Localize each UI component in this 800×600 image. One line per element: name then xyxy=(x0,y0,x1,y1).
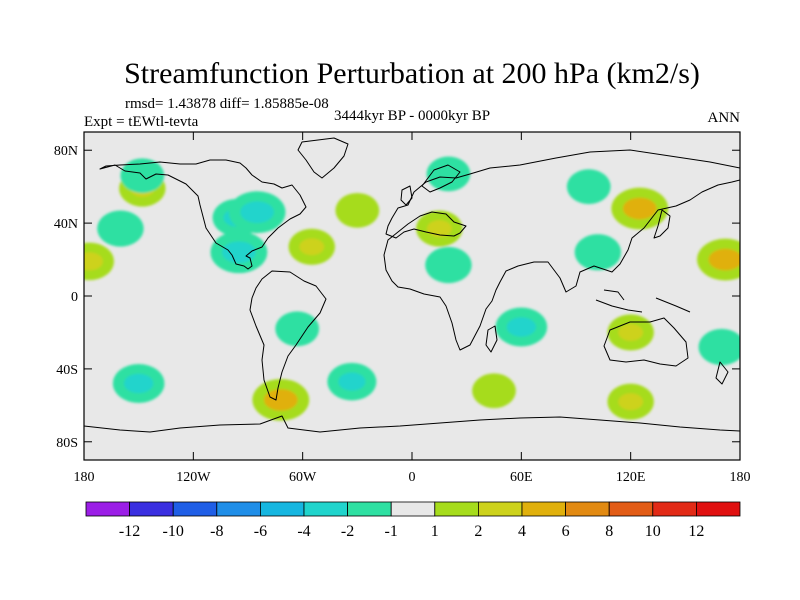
coastline-afro-eurasia xyxy=(383,149,740,351)
contour-core-17 xyxy=(618,324,644,341)
colorbar-swatch-0 xyxy=(85,501,130,517)
coastline-new-zealand xyxy=(715,361,729,385)
lat-tick-label-1: 40N xyxy=(54,217,78,232)
contour-core-5 xyxy=(108,220,133,237)
colorbar-label-11: 8 xyxy=(605,523,613,540)
contour-peak-4 xyxy=(228,245,249,260)
colorbar-swatch-8 xyxy=(434,501,479,517)
colorbar-swatch-2 xyxy=(172,501,218,517)
colorbar-swatch-3 xyxy=(216,501,261,517)
colorbar-swatch-1 xyxy=(129,501,174,517)
experiment-label: Expt = tEWtl-tevta xyxy=(84,114,199,130)
contour-region-23 xyxy=(472,373,516,409)
contour-core-16 xyxy=(506,317,536,337)
contour-core-18 xyxy=(709,338,735,356)
contour-region-9 xyxy=(426,156,471,192)
lon-tick-label-2: 60W xyxy=(289,470,317,485)
colorbar-label-6: -1 xyxy=(385,523,398,540)
colorbar-label-9: 4 xyxy=(518,523,526,540)
chart-title: Streamfunction Perturbation at 200 hPa (… xyxy=(124,57,700,90)
lon-tick-label-3: 0 xyxy=(409,470,416,485)
stats-label: rmsd= 1.43878 diff= 1.85885e-08 xyxy=(125,96,329,112)
colorbar-label-0: -12 xyxy=(119,523,140,540)
colorbar-label-2: -8 xyxy=(210,523,223,540)
colorbar-label-3: -6 xyxy=(254,523,267,540)
contour-core-11 xyxy=(436,256,461,274)
colorbar-swatch-4 xyxy=(259,501,305,517)
colorbar-label-7: 1 xyxy=(431,523,439,540)
lat-tick-label-0: 80N xyxy=(54,144,78,159)
colorbar-swatch-10 xyxy=(521,501,566,517)
field-layer xyxy=(84,156,740,421)
contour-core-19 xyxy=(124,373,154,394)
colorbar-swatch-12 xyxy=(608,501,654,517)
colorbar-label-1: -10 xyxy=(163,523,184,540)
colorbar-swatch-13 xyxy=(652,501,697,517)
lon-tick-label-6: 180 xyxy=(730,470,751,485)
lat-tick-label-4: 80S xyxy=(56,436,78,451)
period-label: 3444kyr BP - 0000kyr BP xyxy=(334,108,490,124)
colorbar-swatch-11 xyxy=(565,501,610,517)
colorbar-swatch-5 xyxy=(303,501,348,517)
contour-region-20 xyxy=(275,311,320,347)
coastline-madagascar xyxy=(485,325,498,353)
colorbar-swatch-9 xyxy=(477,501,523,517)
contour-region-12 xyxy=(566,169,611,205)
coastline-south-america xyxy=(249,270,327,401)
colorbar-label-10: 6 xyxy=(562,523,570,540)
lon-tick-label-4: 60E xyxy=(510,470,533,485)
lat-tick-label-2: 0 xyxy=(71,290,78,305)
contour-peak-15 xyxy=(715,252,736,267)
coastline-antarctica xyxy=(84,415,740,433)
colorbar-swatch-6 xyxy=(347,501,392,517)
coastline-australia xyxy=(603,317,689,367)
colorbar-label-4: -4 xyxy=(297,523,310,540)
season-label: ANN xyxy=(708,110,741,126)
coastline-japan xyxy=(653,209,671,239)
coastline-greenland xyxy=(297,137,349,179)
lon-tick-label-5: 120E xyxy=(616,470,646,485)
contour-core-10 xyxy=(426,220,452,237)
colorbar-label-5: -2 xyxy=(341,523,354,540)
colorbar: -12 -10 -8 -6 -4 -2 -1 1 2 4 6 8 10 12 xyxy=(85,501,741,540)
contour-peak-21 xyxy=(270,392,291,407)
coastlines xyxy=(84,137,740,433)
lat-tick-label-3: 40S xyxy=(56,363,78,378)
map-panel: 80N 40N 0 40S 80S 180 120W 60W 0 60E 120E 180 xyxy=(54,131,751,485)
coastline-indonesia xyxy=(595,289,691,313)
colorbar-label-13: 12 xyxy=(688,523,704,540)
contour-core-6 xyxy=(84,252,103,271)
colorbar-swatch-14 xyxy=(696,501,741,517)
colorbar-label-8: 2 xyxy=(474,523,482,540)
contour-core-7 xyxy=(299,238,325,256)
contour-region-8 xyxy=(335,192,380,228)
contour-peak-13 xyxy=(629,201,650,216)
lon-tick-label-0: 180 xyxy=(74,470,95,485)
colorbar-swatch-7 xyxy=(390,501,436,517)
contour-core-22 xyxy=(338,372,366,391)
coastline-north-america xyxy=(99,159,307,270)
contour-peak-3 xyxy=(247,205,268,220)
axis-ticks: 80N 40N 0 40S 80S 180 120W 60W 0 60E 120E 180 xyxy=(54,132,751,485)
coastline-scandinavia xyxy=(421,164,461,193)
colorbar-label-12: 10 xyxy=(645,523,661,540)
contour-core-14 xyxy=(585,243,611,261)
coastline-britain xyxy=(400,185,413,206)
contour-core-24 xyxy=(618,393,644,411)
lon-tick-label-1: 120W xyxy=(176,470,211,485)
